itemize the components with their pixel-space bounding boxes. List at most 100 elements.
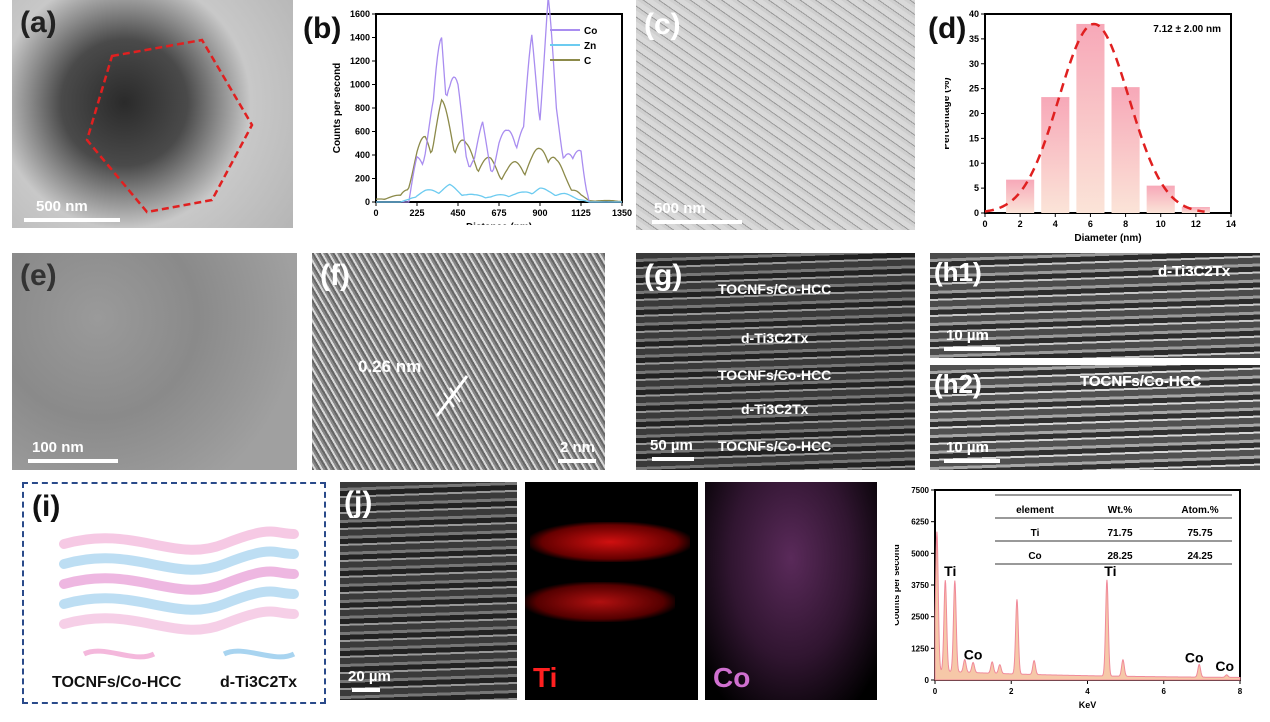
x-tick-label: 4 (1085, 687, 1090, 696)
x-tick-label: 450 (450, 208, 465, 218)
line-scan-chart: 0 225 450 675 900 1125 1350 0 200 400 600 800 1000 12… (332, 0, 632, 225)
layer-label: d-Ti3C2Tx (741, 330, 809, 346)
y-tick-label: 0 (925, 676, 930, 685)
panel-g-sem-cross-section: (g) TOCNFs/Co-HCC d-Ti3C2Tx TOCNFs/Co-HC… (636, 253, 915, 470)
map-label: Co (713, 662, 751, 693)
y-tick-label: 1250 (911, 644, 929, 653)
legend-label: Zn (584, 41, 596, 52)
x-tick-label: 0 (982, 219, 987, 229)
scale-bar (558, 459, 596, 463)
y-tick-label: 1000 (350, 80, 370, 90)
table-cell: Ti (1031, 528, 1040, 539)
legend-label: d-Ti3C2Tx (220, 674, 298, 691)
scale-label: 50 µm (650, 437, 693, 454)
table-cell: 24.25 (1187, 551, 1212, 562)
y-tick-label: 600 (355, 127, 370, 137)
x-tick-label: 2 (1009, 687, 1014, 696)
y-tick-label: 25 (969, 84, 979, 94)
scale-bar (944, 347, 1000, 351)
spectrum-area (934, 531, 1241, 681)
y-axis-label: Percentage (%) (945, 77, 952, 149)
y-tick-label: 30 (969, 59, 979, 69)
panel-i-schematic: (i) TOCNFs/Co-HCC d-Ti3C2Tx (22, 482, 326, 704)
scale-label: 10 µm (946, 439, 989, 456)
x-tick-label: 225 (409, 208, 424, 218)
y-tick-label: 1400 (350, 33, 370, 43)
panel-title: d-Ti3C2Tx (1158, 263, 1231, 280)
scale-bar (652, 457, 694, 461)
legend-label: TOCNFs/Co-HCC (52, 674, 182, 691)
y-tick-label: 3750 (911, 581, 929, 590)
series-line-Co (376, 0, 622, 203)
y-tick-label: 40 (969, 9, 979, 19)
x-tick-label: 6 (1088, 219, 1093, 229)
y-tick-label: 15 (969, 133, 979, 143)
layer-label: TOCNFs/Co-HCC (718, 438, 832, 454)
x-tick-label: 4 (1053, 219, 1058, 229)
y-axis-label: Counts per second (332, 63, 343, 154)
y-tick-label: 35 (969, 34, 979, 44)
y-tick-label: 0 (974, 208, 979, 218)
x-tick-label: 675 (491, 208, 506, 218)
scale-label: 2 nm (560, 439, 596, 456)
panel-label: (f) (320, 259, 350, 292)
table-header: Wt.% (1108, 505, 1133, 516)
panel-h2-sem-image: (h2) TOCNFs/Co-HCC 10 µm (930, 365, 1260, 470)
table-cell: Co (1028, 551, 1041, 562)
y-tick-label: 1200 (350, 56, 370, 66)
panel-label: (b) (303, 12, 342, 45)
y-tick-label: 6250 (911, 518, 929, 527)
x-tick-label: 6 (1162, 687, 1167, 696)
histogram-bar (1041, 97, 1070, 213)
layer-label: TOCNFs/Co-HCC (718, 281, 832, 297)
scale-bar (352, 688, 380, 692)
hexagon-outline (85, 38, 254, 214)
panel-label: (g) (644, 259, 683, 292)
x-tick-label: 12 (1191, 219, 1201, 229)
size-annotation: 7.12 ± 2.00 nm (1153, 24, 1221, 35)
x-tick-label: 10 (1156, 219, 1166, 229)
scale-bar (28, 459, 118, 463)
table-cell: 71.75 (1107, 528, 1132, 539)
panel-label: (i) (32, 490, 61, 523)
layered-structure-illustration (59, 526, 299, 660)
scale-bar (652, 220, 742, 224)
x-tick-label: 8 (1123, 219, 1128, 229)
y-tick-label: 5 (974, 183, 979, 193)
panel-f-hrtem-image: (f) 0.26 nm 2 nm (312, 253, 605, 470)
x-axis-label: Diameter (nm) (1074, 233, 1141, 244)
panel-label: (h1) (934, 257, 982, 287)
y-tick-label: 400 (355, 150, 370, 160)
x-tick-label: 14 (1226, 219, 1236, 229)
x-tick-label: 0 (373, 208, 378, 218)
peak-label: Co (1215, 658, 1234, 674)
x-tick-label: 900 (532, 208, 547, 218)
y-tick-label: 0 (365, 197, 370, 207)
scale-label: 100 nm (32, 439, 84, 456)
panel-title: TOCNFs/Co-HCC (1080, 373, 1202, 390)
table-header: element (1016, 505, 1054, 516)
panel-e-tem-image: (e) 100 nm (12, 253, 297, 470)
y-tick-label: 10 (969, 158, 979, 168)
y-tick-label: 1600 (350, 9, 370, 19)
histogram-bar (1146, 185, 1175, 213)
x-tick-label: 8 (1238, 687, 1243, 696)
x-tick-label: 1350 (612, 208, 632, 218)
panel-label: (d) (928, 12, 967, 45)
x-axis-label: KeV (1079, 700, 1097, 710)
y-tick-label: 7500 (911, 486, 929, 495)
table-cell: 75.75 (1187, 528, 1212, 539)
table-header: Atom.% (1181, 505, 1218, 516)
y-axis-label: Counts per second (895, 544, 901, 626)
scale-label: 500 nm (36, 198, 88, 215)
scale-label: 500 nm (654, 200, 706, 217)
x-tick-label: 2 (1018, 219, 1023, 229)
panel-label: (c) (644, 8, 681, 41)
panel-label: (a) (20, 6, 57, 39)
panel-label: (e) (20, 259, 57, 292)
ti-element-map: Ti (525, 482, 698, 700)
panel-label: (j) (344, 486, 373, 519)
lattice-spacing-label: 0.26 nm (358, 357, 422, 376)
histogram-bar (1181, 207, 1210, 213)
gaussian-fit-curve (984, 22, 1205, 213)
